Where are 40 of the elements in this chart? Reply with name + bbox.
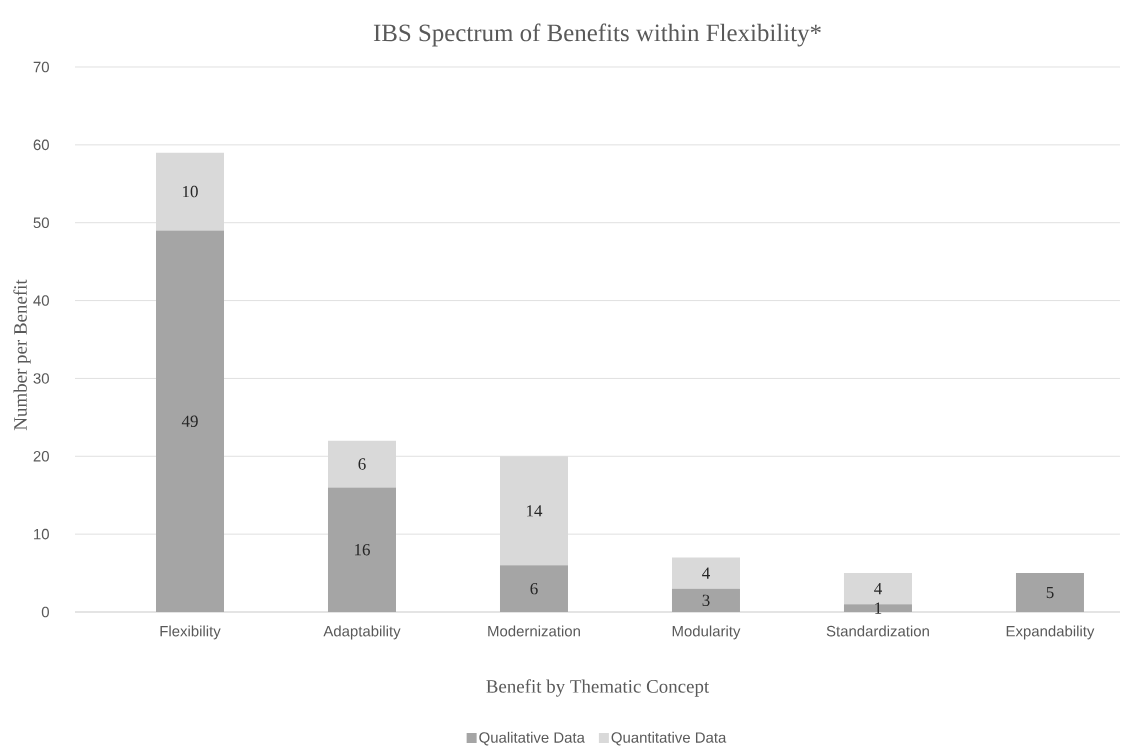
data-label: 5 xyxy=(1046,586,1054,599)
data-label: 1 xyxy=(875,602,882,614)
y-tick-label: 40 xyxy=(33,295,49,306)
bar xyxy=(327,440,396,488)
legend-label: Qualitative Data xyxy=(479,731,585,746)
x-tick-label: Standardization xyxy=(826,625,929,637)
bar xyxy=(156,152,224,231)
x-axis-title: Benefit by Thematic Concept xyxy=(486,679,710,697)
bar xyxy=(327,487,396,612)
bar xyxy=(1015,573,1084,612)
y-tick-label: 10 xyxy=(34,528,49,540)
bar xyxy=(156,230,224,612)
bar xyxy=(671,557,740,589)
bar xyxy=(499,565,568,612)
y-tick-label: 30 xyxy=(33,373,49,384)
y-tick-label: 20 xyxy=(33,450,49,462)
data-label: 4 xyxy=(702,567,710,579)
data-label: 16 xyxy=(355,544,370,556)
data-label: 10 xyxy=(183,185,198,198)
data-label: 49 xyxy=(181,415,198,427)
x-tick-label: Flexibility xyxy=(160,625,221,640)
y-tick-label: 0 xyxy=(41,606,49,618)
bar xyxy=(671,588,740,612)
chart-title: IBS Spectrum of Benefits within Flexibility* xyxy=(373,23,821,47)
legend-label: Quantitative Data xyxy=(611,731,727,746)
y-axis-title: Number per Benefit xyxy=(13,279,31,431)
bar xyxy=(843,604,912,612)
x-tick-label: Modularity xyxy=(672,625,741,640)
data-label: 14 xyxy=(527,505,543,517)
x-tick-label: Expandability xyxy=(1006,625,1095,640)
data-label: 6 xyxy=(530,582,538,595)
y-tick-label: 70 xyxy=(33,61,49,73)
data-label: 6 xyxy=(358,458,366,470)
data-label: 3 xyxy=(702,594,710,607)
y-tick-label: 50 xyxy=(33,217,49,228)
data-label: 4 xyxy=(874,583,882,595)
x-tick-label: Modernization xyxy=(488,625,580,637)
bar xyxy=(499,456,568,566)
y-tick-label: 60 xyxy=(33,139,49,151)
x-tick-label: Adaptability xyxy=(323,625,401,640)
